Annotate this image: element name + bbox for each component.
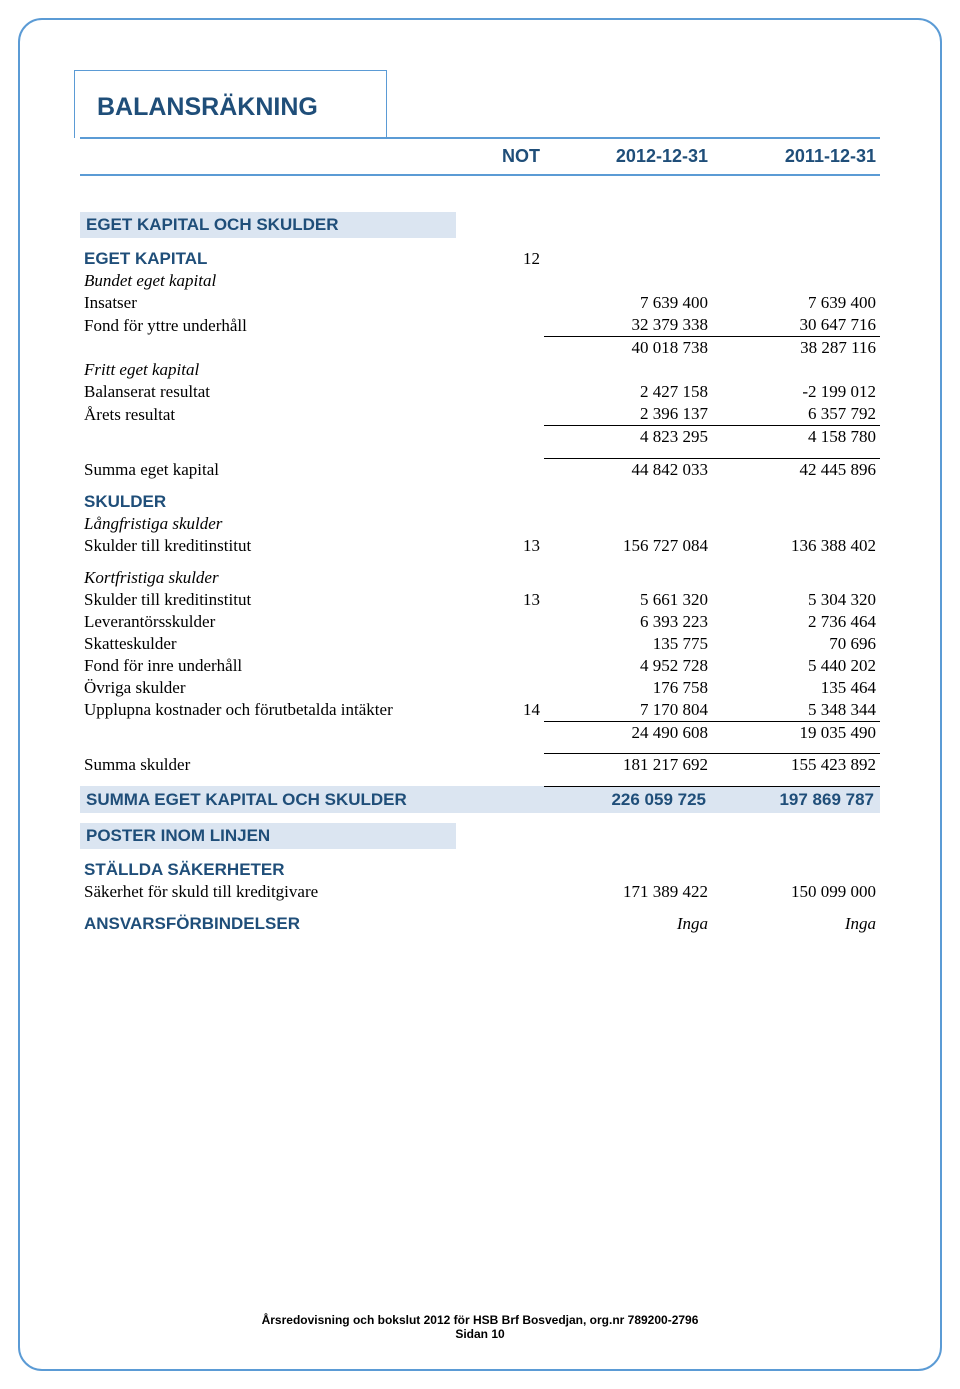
table-row: Insatser 7 639 4007 639 400 xyxy=(80,292,880,314)
table-row: Skatteskulder 135 77570 696 xyxy=(80,633,880,655)
table-row: Fond för yttre underhåll 32 379 33830 64… xyxy=(80,314,880,337)
subheading-ansvar: ANSVARSFÖRBINDELSER Inga Inga xyxy=(80,913,880,935)
col-header-not: NOT xyxy=(456,145,544,168)
col-header-year1: 2012-12-31 xyxy=(544,145,712,168)
title-block: BALANSRÄKNING xyxy=(74,70,387,138)
subtotal-row: 4 823 2954 158 780 xyxy=(80,426,880,449)
subtotal-row: 24 490 60819 035 490 xyxy=(80,721,880,744)
footer-line2: Sidan 10 xyxy=(20,1327,940,1341)
total-row: Summa skulder 181 217 692155 423 892 xyxy=(80,754,880,777)
table-row: Fond för inre underhåll 4 952 7285 440 2… xyxy=(80,655,880,677)
page-frame: BALANSRÄKNING NOT 2012-12-31 2011-12-31 … xyxy=(18,18,942,1371)
group-title: Långfristiga skulder xyxy=(80,513,880,535)
table-row: Årets resultat 2 396 1376 357 792 xyxy=(80,403,880,426)
subheading-skulder: SKULDER xyxy=(80,491,880,513)
footer-line1: Årsredovisning och bokslut 2012 för HSB … xyxy=(20,1313,940,1327)
subheading-sakerheter: STÄLLDA SÄKERHETER xyxy=(80,859,880,881)
column-header-bar: NOT 2012-12-31 2011-12-31 xyxy=(80,137,880,176)
balance-sheet-body: EGET KAPITAL OCH SKULDER EGET KAPITAL 12… xyxy=(80,212,880,935)
subtotal-row: 40 018 73838 287 116 xyxy=(80,337,880,360)
table-row: Skulder till kreditinstitut 13 156 727 0… xyxy=(80,535,880,557)
table-row: Balanserat resultat 2 427 158-2 199 012 xyxy=(80,381,880,403)
page-title: BALANSRÄKNING xyxy=(97,93,318,121)
section-heading: POSTER INOM LINJEN xyxy=(80,823,880,849)
grand-total-row: SUMMA EGET KAPITAL OCH SKULDER 226 059 7… xyxy=(80,786,880,813)
group-title: Kortfristiga skulder xyxy=(80,567,880,589)
group-title: Bundet eget kapital xyxy=(80,270,880,292)
page-footer: Årsredovisning och bokslut 2012 för HSB … xyxy=(20,1313,940,1341)
table-row: Skulder till kreditinstitut 13 5 661 320… xyxy=(80,589,880,611)
table-row: Leverantörsskulder 6 393 2232 736 464 xyxy=(80,611,880,633)
table-row: Upplupna kostnader och förutbetalda intä… xyxy=(80,699,880,722)
section-heading: EGET KAPITAL OCH SKULDER xyxy=(80,212,880,238)
subheading-eget-kapital: EGET KAPITAL 12 xyxy=(80,248,880,270)
group-title: Fritt eget kapital xyxy=(80,359,880,381)
table-row: Övriga skulder 176 758135 464 xyxy=(80,677,880,699)
table-row: Säkerhet för skuld till kreditgivare 171… xyxy=(80,881,880,903)
col-header-year2: 2011-12-31 xyxy=(712,145,880,168)
total-row: Summa eget kapital 44 842 03342 445 896 xyxy=(80,458,880,481)
